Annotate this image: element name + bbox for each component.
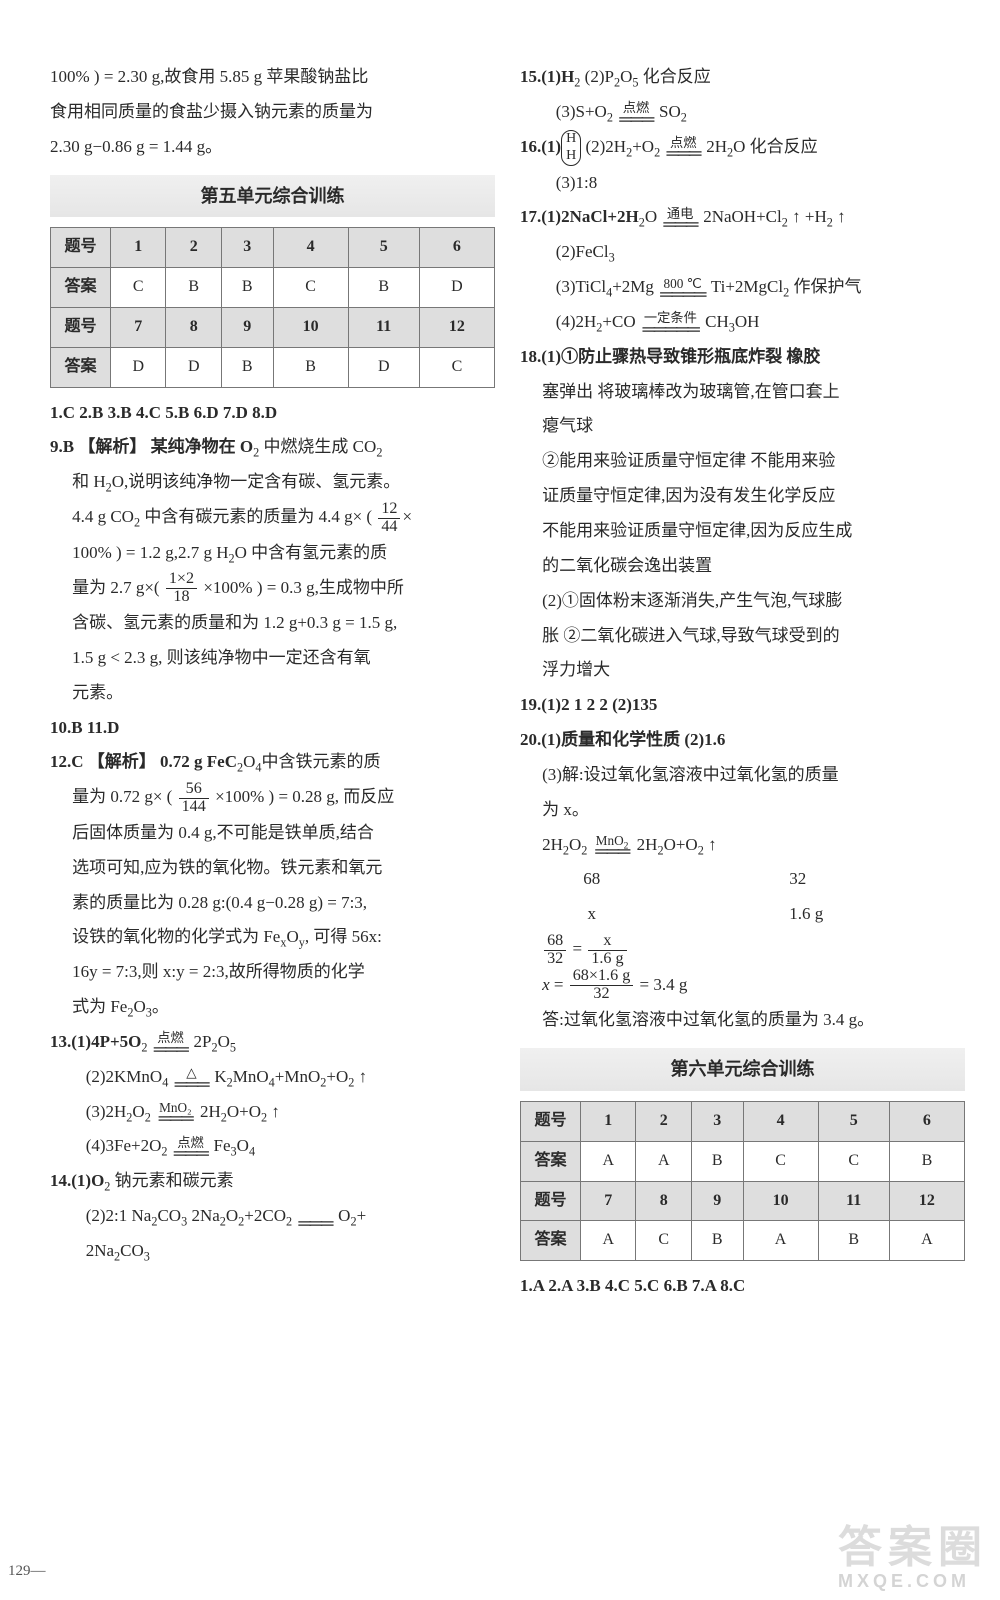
q20-x: x = 68×1.6 g32 = 3.4 g — [520, 968, 965, 1004]
q9-l2: 和 H2O,说明该纯净物一定含有碳、氢元素。 — [50, 465, 495, 500]
unit5-title: 第五单元综合训练 — [50, 175, 495, 218]
q20-ans: 答:过氧化氢溶液中过氧化氢的质量为 3.4 g。 — [520, 1003, 965, 1038]
watermark: 答案圈 MXQE.COM — [838, 1511, 988, 1592]
unit5-table: 题号123456 答案CBBCBD 题号789101112 答案DDBBDC — [50, 227, 495, 387]
page: 100% ) = 2.30 g,故食用 5.85 g 苹果酸钠盐比 食用相同质量… — [0, 0, 1000, 1600]
q18-2b: 胀 ②二氧化碳进入气球,导致气球受到的 — [520, 619, 965, 654]
answer-summary-6: 1.A 2.A 3.B 4.C 5.C 6.B 7.A 8.C — [520, 1269, 965, 1304]
q9: 9.B 【解析】 某纯净物在 O2 中燃烧生成 CO2 — [50, 430, 495, 465]
q20-3b: 为 x。 — [520, 793, 965, 828]
q12-l2: 量为 0.72 g× ( 56144 ×100% ) = 0.28 g, 而反应 — [50, 780, 495, 816]
q17-3: (3)TiCl4+2Mg 800 ℃════ Ti+2MgCl2 作保护气 — [520, 270, 965, 305]
q13-3: (3)2H2O2 MnO₂═══ 2H2O+O2 ↑ — [50, 1095, 495, 1130]
q20-3a: (3)解:设过氧化氢溶液中过氧化氢的质量 — [520, 758, 965, 793]
q14-3: 2Na2CO3 — [50, 1234, 495, 1269]
q17-2: (2)FeCl3 — [520, 235, 965, 270]
q18-2a: (2)①固体粉末逐渐消失,产生气泡,气球膨 — [520, 584, 965, 619]
answer-summary: 1.C 2.B 3.B 4.C 5.B 6.D 7.D 8.D — [50, 396, 495, 431]
q20-prop: 6832 = x1.6 g — [520, 932, 965, 968]
q15: 15.(1)H2 (2)P2O5 化合反应 — [520, 60, 965, 95]
unit6-title: 第六单元综合训练 — [520, 1048, 965, 1091]
q12-l8: 式为 Fe2O3。 — [50, 990, 495, 1025]
q9-l6: 含碳、氢元素的质量和为 1.2 g+0.3 g = 1.5 g, — [50, 606, 495, 641]
q19: 19.(1)2 1 2 2 (2)135 — [520, 688, 965, 723]
q12-l3: 后固体质量为 0.4 g,不可能是铁单质,结合 — [50, 816, 495, 851]
q16: 16.(1)HH (2)2H2+O2 点燃═══ 2H2O 化合反应 — [520, 130, 965, 166]
q12-l4: 选项可知,应为铁的氧化物。铁元素和氧元 — [50, 851, 495, 886]
q20-1: 20.(1)质量和化学性质 (2)1.6 — [520, 723, 965, 758]
q17-1: 17.(1)2NaCl+2H2O 通电═══ 2NaOH+Cl2 ↑ +H2 ↑ — [520, 200, 965, 235]
page-number: 129— — [8, 1563, 46, 1580]
q18-1d: ②能用来验证质量守恒定律 不能用来验 — [520, 444, 965, 479]
text: 食用相同质量的食盐少摄入钠元素的质量为 — [50, 95, 495, 130]
text: 2.30 g−0.86 g = 1.44 g。 — [50, 130, 495, 165]
text: 100% ) = 2.30 g,故食用 5.85 g 苹果酸钠盐比 — [50, 60, 495, 95]
q14-2: (2)2:1 Na2CO3 2Na2O2+2CO2 ═══ O2+ — [50, 1199, 495, 1234]
q18-1a: 18.(1)①防止骤热导致锥形瓶底炸裂 橡胶 — [520, 340, 965, 375]
q10-11: 10.B 11.D — [50, 711, 495, 746]
right-column: 15.(1)H2 (2)P2O5 化合反应 (3)S+O2 点燃═══ SO2 … — [520, 60, 965, 1550]
q9-l8: 元素。 — [50, 676, 495, 711]
left-column: 100% ) = 2.30 g,故食用 5.85 g 苹果酸钠盐比 食用相同质量… — [50, 60, 495, 1550]
q14-1: 14.(1)O2 钠元素和碳元素 — [50, 1164, 495, 1199]
q9-l5: 量为 2.7 g×( 1×218 ×100% ) = 0.3 g,生成物中所 — [50, 571, 495, 607]
q9-l3: 4.4 g CO2 中含有碳元素的质量为 4.4 g× ( 1244× — [50, 500, 495, 536]
q12-l5: 素的质量比为 0.28 g:(0.4 g−0.28 g) = 7:3, — [50, 886, 495, 921]
q15-3: (3)S+O2 点燃═══ SO2 — [520, 95, 965, 130]
q9-l7: 1.5 g < 2.3 g, 则该纯净物中一定还含有氧 — [50, 641, 495, 676]
q12-l6: 设铁的氧化物的化学式为 FexOy, 可得 56x: — [50, 920, 495, 955]
unit6-table: 题号123456 答案AABCCB 题号789101112 答案ACBABA — [520, 1101, 965, 1261]
q18-1f: 不能用来验证质量守恒定律,因为反应生成 — [520, 514, 965, 549]
q13-4: (4)3Fe+2O2 点燃═══ Fe3O4 — [50, 1129, 495, 1164]
q18-1e: 证质量守恒定律,因为没有发生化学反应 — [520, 479, 965, 514]
q20-calc: 6832 x1.6 g — [520, 862, 965, 932]
q16-3: (3)1:8 — [520, 166, 965, 201]
q13-1: 13.(1)4P+5O2 点燃═══ 2P2O5 — [50, 1025, 495, 1060]
q18-2c: 浮力增大 — [520, 653, 965, 688]
q18-1g: 的二氧化碳会逸出装置 — [520, 549, 965, 584]
q18-1c: 瘪气球 — [520, 409, 965, 444]
q20-eq: 2H2O2 MnO2═══ 2H2O+O2 ↑ — [520, 828, 965, 863]
q12: 12.C 【解析】 0.72 g FeC2O4中含铁元素的质 — [50, 745, 495, 780]
q18-1b: 塞弹出 将玻璃棒改为玻璃管,在管口套上 — [520, 375, 965, 410]
q17-4: (4)2H2+CO 一定条件═════ CH3OH — [520, 305, 965, 340]
q13-2: (2)2KMnO4 △═══ K2MnO4+MnO2+O2 ↑ — [50, 1060, 495, 1095]
q12-l7: 16y = 7:3,则 x:y = 2:3,故所得物质的化学 — [50, 955, 495, 990]
q9-l4: 100% ) = 1.2 g,2.7 g H2O 中含有氢元素的质 — [50, 536, 495, 571]
